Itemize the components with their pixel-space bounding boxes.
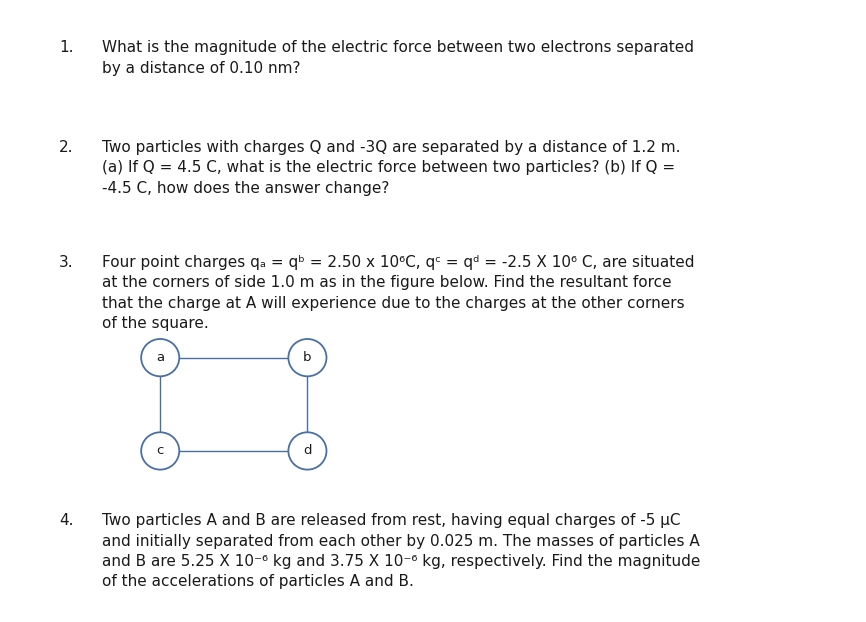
Ellipse shape: [141, 339, 179, 376]
Text: b: b: [303, 351, 312, 364]
Text: c: c: [157, 445, 164, 457]
Text: What is the magnitude of the electric force between two electrons separated
by a: What is the magnitude of the electric fo…: [102, 40, 695, 76]
Text: a: a: [156, 351, 165, 364]
Text: Two particles with charges Q and -3Q are separated by a distance of 1.2 m.
(a) I: Two particles with charges Q and -3Q are…: [102, 140, 681, 196]
Text: 2.: 2.: [59, 140, 74, 155]
Ellipse shape: [141, 432, 179, 470]
Text: d: d: [303, 445, 312, 457]
Text: Two particles A and B are released from rest, having equal charges of -5 μC
and : Two particles A and B are released from …: [102, 513, 701, 590]
Text: 4.: 4.: [59, 513, 74, 528]
Text: 3.: 3.: [59, 255, 74, 270]
Ellipse shape: [288, 339, 326, 376]
Ellipse shape: [288, 432, 326, 470]
Text: Four point charges qₐ = qᵇ = 2.50 x 10⁶C, qᶜ = qᵈ = -2.5 X 10⁶ C, are situated
a: Four point charges qₐ = qᵇ = 2.50 x 10⁶C…: [102, 255, 695, 332]
Text: 1.: 1.: [59, 40, 74, 55]
